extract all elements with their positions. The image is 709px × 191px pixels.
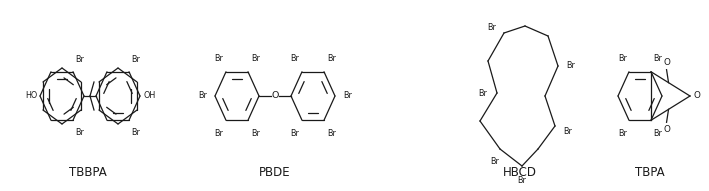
Text: Br: Br: [343, 91, 352, 100]
Text: Br: Br: [75, 55, 84, 64]
Text: Br: Br: [491, 157, 499, 166]
Text: O: O: [694, 91, 701, 100]
Text: Br: Br: [327, 54, 336, 63]
Text: Br: Br: [618, 129, 627, 138]
Text: OH: OH: [143, 91, 155, 100]
Text: Br: Br: [618, 54, 627, 63]
Text: HBCD: HBCD: [503, 166, 537, 179]
Text: Br: Br: [290, 129, 299, 138]
Text: Br: Br: [563, 126, 572, 135]
Text: Br: Br: [653, 129, 662, 138]
Text: Br: Br: [518, 176, 527, 185]
Text: Br: Br: [75, 128, 84, 137]
Text: Br: Br: [251, 54, 260, 63]
Text: HO: HO: [25, 91, 37, 100]
Text: Br: Br: [290, 54, 299, 63]
Text: Br: Br: [327, 129, 336, 138]
Text: Br: Br: [198, 91, 207, 100]
Text: O: O: [663, 58, 670, 67]
Text: Br: Br: [487, 23, 496, 32]
Text: Br: Br: [653, 54, 662, 63]
Text: PBDE: PBDE: [259, 166, 291, 179]
Text: Br: Br: [131, 128, 140, 137]
Text: TBBPA: TBBPA: [69, 166, 107, 179]
Text: Br: Br: [214, 54, 223, 63]
Text: Br: Br: [478, 88, 487, 97]
Text: Br: Br: [131, 55, 140, 64]
Text: O: O: [272, 91, 279, 100]
Text: Br: Br: [214, 129, 223, 138]
Text: Br: Br: [566, 62, 575, 70]
Text: TBPA: TBPA: [635, 166, 665, 179]
Text: O: O: [663, 125, 670, 134]
Text: Br: Br: [251, 129, 260, 138]
